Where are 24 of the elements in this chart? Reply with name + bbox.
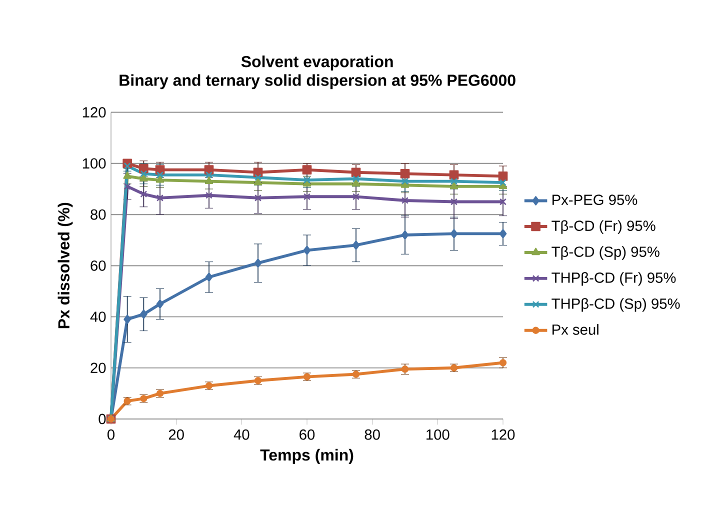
x-tick-label: 60 xyxy=(300,429,315,440)
legend-label: THPβ-CD (Sp) 95% xyxy=(552,298,680,312)
y-axis-title: Px dissolved (%) xyxy=(58,202,73,328)
y-tick-label: 80 xyxy=(90,209,106,220)
x-tick-label: 20 xyxy=(168,429,184,440)
legend-label: THPβ-CD (Fr) 95% xyxy=(552,272,676,286)
chart-title: Solvent evaporation xyxy=(241,56,393,70)
y-tick-label: 0 xyxy=(98,414,106,424)
y-tick-label: 40 xyxy=(90,312,106,322)
y-tick-label: 20 xyxy=(90,362,106,374)
chart-subtitle: Binary and ternary solid dispersion at 95% PEG6000 xyxy=(120,74,516,90)
x-tick-label: 100 xyxy=(426,429,450,440)
x-tick-label: 40 xyxy=(234,429,250,440)
x-tick-label: 0 xyxy=(107,429,114,440)
legend-label: Px-PEG 95% xyxy=(552,194,638,206)
y-tick-label: 120 xyxy=(82,107,106,118)
legend-label: Tβ-CD (Fr) 95% xyxy=(552,220,656,234)
x-tick-label: 80 xyxy=(364,429,380,440)
legend-label: Tβ-CD (Sp) 95% xyxy=(552,246,660,260)
x-axis-title: Temps (min) xyxy=(260,448,354,464)
x-tick-label: 120 xyxy=(492,429,515,440)
y-tick-label: 100 xyxy=(82,158,106,169)
y-tick-label: 60 xyxy=(90,260,106,271)
legend-label: Px seul xyxy=(552,324,598,335)
